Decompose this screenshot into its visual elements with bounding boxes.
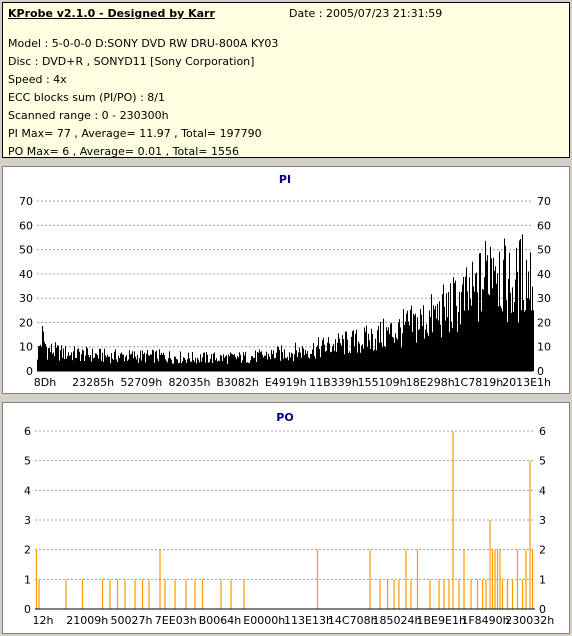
po-ytick-right: 6 — [539, 425, 546, 438]
po-xtick: 230032h — [505, 614, 554, 627]
pi-ytick-left: 0 — [26, 365, 33, 378]
po-ytick-right: 1 — [539, 573, 546, 586]
po-xtick: 113E13h — [284, 614, 333, 627]
pi-chart-title: PI — [279, 173, 291, 186]
po-ytick-left: 1 — [24, 573, 31, 586]
po-chart-panel: PO 0 0 1 1 2 2 3 3 4 4 5 5 6 6 12h 21009h 50027h 7EE03h B00… — [2, 402, 570, 634]
pi-ytick-left: 50 — [19, 244, 33, 257]
pi-ytick-right: 10 — [537, 341, 551, 354]
pi-ytick-left: 10 — [19, 341, 33, 354]
pi-ytick-left: 30 — [19, 292, 33, 305]
po-ytick-right: 4 — [539, 484, 546, 497]
pi-xtick: 8Dh — [34, 376, 56, 389]
po-ytick-right: 2 — [539, 544, 546, 557]
pi-xtick: 155109h — [358, 376, 407, 389]
po-xtick: 14C708h — [328, 614, 378, 627]
po-xtick: 1F8490h — [461, 614, 509, 627]
pi-xtick: 11B339h — [309, 376, 359, 389]
po-ytick-right: 3 — [539, 514, 546, 527]
pi-ytick-left: 70 — [19, 195, 33, 208]
pi-series-bars — [37, 234, 534, 371]
po-ytick-left: 5 — [24, 455, 31, 468]
pi-ytick-right: 60 — [537, 219, 551, 232]
pi-xtick: 18E298h — [406, 376, 455, 389]
pi-ytick-left: 40 — [19, 268, 33, 281]
po-ytick-left: 3 — [24, 514, 31, 527]
pi-summary-line: PI Max= 77 , Average= 11.97 , Total= 197… — [8, 127, 262, 140]
po-xtick: 21009h — [66, 614, 108, 627]
pi-ytick-right: 70 — [537, 195, 551, 208]
po-xtick: 12h — [33, 614, 54, 627]
pi-chart-panel: PI 0 0 10 10 20 20 30 30 40 40 50 50 60 60 70 70 8Dh 23285… — [2, 166, 570, 394]
po-xtick: 7EE03h — [155, 614, 197, 627]
po-ytick-right: 0 — [539, 603, 546, 616]
model-line: Model : 5-0-0-0 D:SONY DVD RW DRU-800A K… — [8, 37, 279, 50]
po-xtick: 50027h — [111, 614, 153, 627]
pi-ytick-left: 60 — [19, 219, 33, 232]
pi-xtick: 1C7819h — [454, 376, 504, 389]
pi-xtick: 82035h — [168, 376, 210, 389]
po-chart: PO 0 0 1 1 2 2 3 3 4 4 5 5 6 6 12h 21009h 50027h 7EE03h B00… — [24, 411, 554, 627]
pi-ytick-right: 50 — [537, 244, 551, 257]
po-ytick-left: 6 — [24, 425, 31, 438]
range-line: Scanned range : 0 - 230300h — [8, 109, 169, 122]
scan-date: Date : 2005/07/23 21:31:59 — [289, 7, 443, 20]
pi-ytick-right: 20 — [537, 316, 551, 329]
po-xtick: B0064h — [199, 614, 242, 627]
po-ytick-left: 0 — [24, 603, 31, 616]
pi-chart: PI 0 0 10 10 20 20 30 30 40 40 50 50 60 60 70 70 8Dh 23285… — [19, 173, 551, 389]
pi-ytick-right: 30 — [537, 292, 551, 305]
po-xtick: 1BE9E1h — [417, 614, 466, 627]
pi-xtick: E4919h — [265, 376, 307, 389]
pi-ytick-left: 20 — [19, 316, 33, 329]
disc-line: Disc : DVD+R , SONYD11 [Sony Corporation… — [8, 55, 255, 68]
po-ytick-left: 2 — [24, 544, 31, 557]
po-ytick-right: 5 — [539, 455, 546, 468]
po-ytick-left: 4 — [24, 484, 31, 497]
pi-xtick: 52709h — [120, 376, 162, 389]
pi-ytick-right: 40 — [537, 268, 551, 281]
po-xtick: 185024h — [372, 614, 421, 627]
speed-line: Speed : 4x — [8, 73, 67, 86]
pi-xtick: 2013E1h — [502, 376, 551, 389]
pi-ytick-right: 0 — [537, 365, 544, 378]
po-xtick: E0000h — [243, 614, 285, 627]
info-panel: KProbe v2.1.0 - Designed by Karr Date : … — [2, 2, 570, 158]
app-title: KProbe v2.1.0 - Designed by Karr — [8, 7, 215, 20]
po-chart-title: PO — [276, 411, 293, 424]
ecc-line: ECC blocks sum (PI/PO) : 8/1 — [8, 91, 165, 104]
pi-xtick: B3082h — [216, 376, 259, 389]
po-summary-line: PO Max= 6 , Average= 0.01 , Total= 1556 — [8, 145, 239, 158]
pi-xtick: 23285h — [72, 376, 114, 389]
